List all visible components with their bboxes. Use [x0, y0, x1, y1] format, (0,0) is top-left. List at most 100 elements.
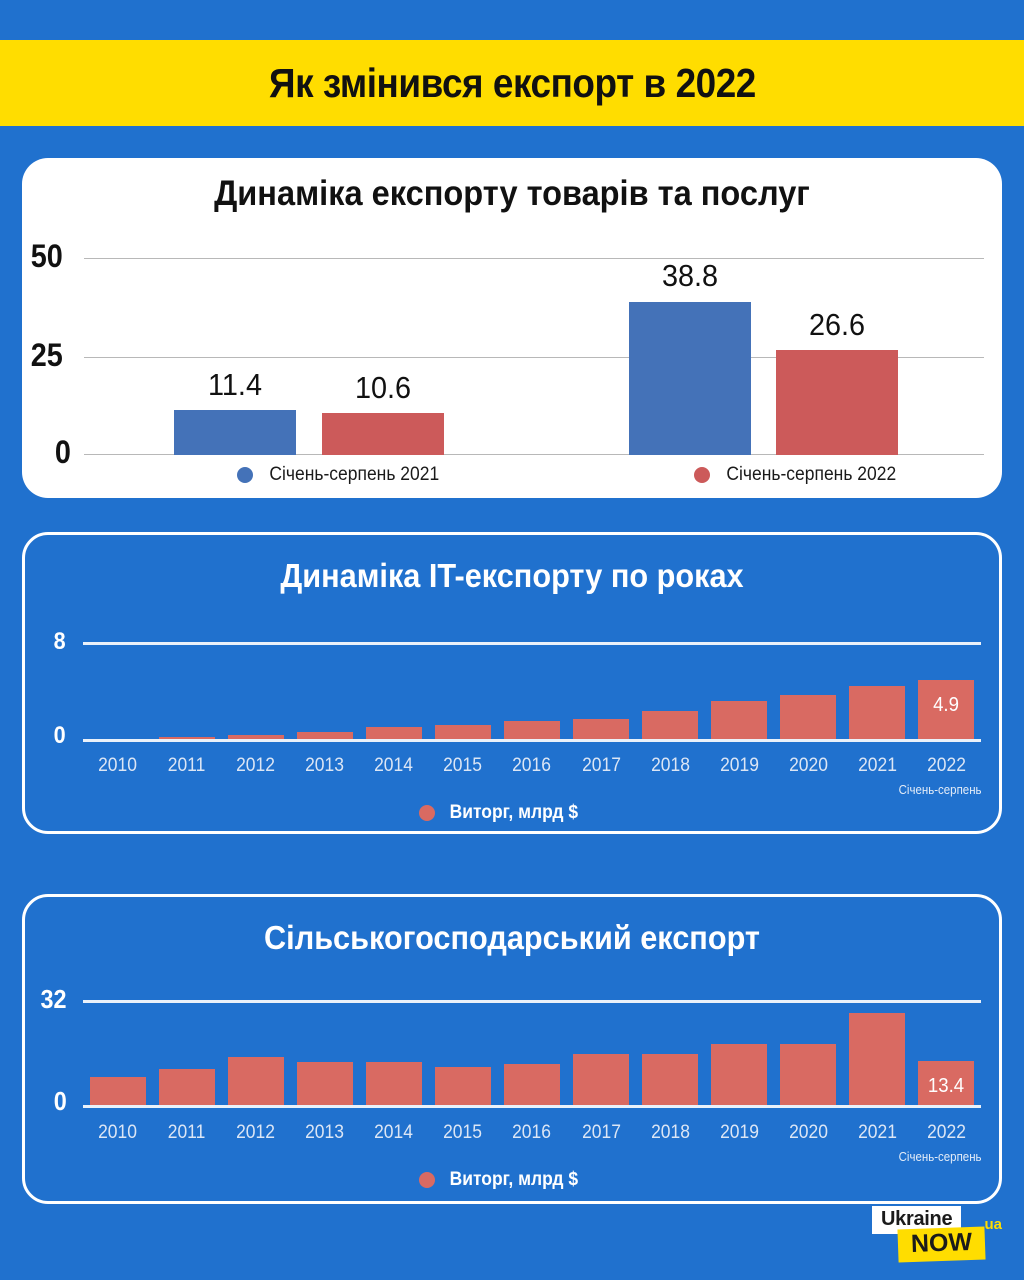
- ytick-32: 32: [40, 984, 67, 1014]
- legend-swatch-revenue-icon: [419, 1172, 435, 1188]
- bar-2020: [780, 695, 837, 739]
- bar-value-10-6: 10.6: [354, 370, 412, 405]
- xlabel-2012: 2012: [236, 1122, 276, 1143]
- xlabel-2010: 2010: [98, 755, 137, 776]
- chart-title-1: Динаміка експорту товарів та послуг: [214, 174, 810, 213]
- axis-baseline: [83, 739, 981, 742]
- bar-2013: [296, 1062, 353, 1105]
- bar-2014: [365, 1062, 422, 1105]
- xlabel-2019: 2019: [719, 755, 759, 776]
- bar-2011: [158, 737, 215, 739]
- bar-goods-2022: [776, 350, 898, 455]
- bar-2018: [642, 1054, 699, 1105]
- chart-title-2: Динаміка IT-експорту по роках: [280, 557, 744, 594]
- x-axis-labels-3: 2010 2011 2012 2013 2014 2015 2016 2017 …: [83, 1122, 981, 1144]
- xlabel-2022: 2022: [927, 755, 966, 776]
- bar-goods-2021: [629, 302, 751, 455]
- legend-item-2021[interactable]: Січень-серпень 2021: [237, 464, 447, 486]
- xlabel-2011: 2011: [167, 1122, 206, 1143]
- legend-label-revenue-2: Виторг, млрд $: [449, 802, 579, 823]
- legend-swatch-red-icon: [694, 467, 710, 483]
- xlabel-2018: 2018: [650, 1122, 690, 1143]
- xlabel-2021: 2021: [857, 755, 897, 776]
- bar-2017: [573, 719, 630, 739]
- axis-baseline: [84, 454, 984, 455]
- xlabel-2013: 2013: [305, 755, 345, 776]
- xlabel-2014: 2014: [374, 1122, 414, 1143]
- xlabel-2015: 2015: [443, 1122, 483, 1143]
- bar-value-38-8: 38.8: [661, 258, 719, 293]
- xlabel-2012: 2012: [236, 755, 276, 776]
- bar-value-26-6: 26.6: [808, 307, 866, 342]
- bar-2014: [365, 727, 422, 739]
- xlabel-2018: 2018: [650, 755, 690, 776]
- bar-2018: [642, 711, 699, 739]
- bar-2013: [296, 732, 353, 739]
- ytick-0: 0: [53, 1086, 67, 1116]
- bar-2022: [918, 1061, 975, 1105]
- ytick-8: 8: [53, 628, 66, 655]
- bar-value-last: 13.4: [928, 1075, 965, 1098]
- legend-item-2022[interactable]: Січень-серпень 2022: [694, 464, 904, 486]
- bar-services-2021: [174, 410, 296, 455]
- bar-2016: [504, 720, 560, 739]
- bar-2012: [227, 1057, 284, 1105]
- chart-title-3: Сільськогосподарський експорт: [264, 919, 760, 956]
- xlabel-2016: 2016: [512, 755, 552, 776]
- bar-2017: [573, 1054, 630, 1105]
- xlabel-2020: 2020: [788, 755, 828, 776]
- legend-swatch-blue-icon: [237, 467, 253, 483]
- xlabel-2020: 2020: [788, 1122, 828, 1143]
- gridline-50: [84, 258, 984, 259]
- xlabel-2011: 2011: [167, 755, 206, 776]
- gridline-25: [84, 357, 984, 358]
- bar-2010: [89, 1077, 146, 1105]
- ytick-50: 50: [30, 238, 63, 274]
- ukraine-now-logo: Ukraine NOW ua: [850, 1204, 1002, 1263]
- bar-2012: [227, 735, 284, 739]
- bar-2022: [918, 679, 975, 739]
- xlabel-2013: 2013: [305, 1122, 345, 1143]
- xlabel-2019: 2019: [719, 1122, 759, 1143]
- legend-swatch-revenue-icon: [419, 805, 435, 821]
- xlabel-2016: 2016: [512, 1122, 552, 1143]
- gridline-32: [83, 1000, 981, 1003]
- chart-card-agri-export: Сільськогосподарський експорт 32 0 13.4 …: [22, 894, 1002, 1204]
- bar-2019: [711, 1044, 768, 1105]
- bar-services-2022: [322, 413, 444, 455]
- ytick-0: 0: [54, 434, 71, 470]
- bar-2015: [434, 1067, 491, 1105]
- chart-plot-1: 50 25 0 11.4 10.6 38.8 26.6: [31, 238, 984, 470]
- header-banner: Як змінився експорт в 2022: [0, 40, 1024, 126]
- legend-label-revenue-3: Виторг, млрд $: [449, 1169, 579, 1190]
- chart-card-it-export: Динаміка IT-експорту по роках 8 0 4.9 20…: [22, 532, 1002, 834]
- chart-plot-2: 8 0 4.9: [54, 628, 981, 749]
- legend-item-revenue-2[interactable]: Виторг, млрд $: [419, 802, 584, 824]
- xlabel-2017: 2017: [581, 1122, 621, 1143]
- bar-2021: [849, 685, 906, 739]
- xlabel-2022: 2022: [927, 1122, 966, 1143]
- ytick-0: 0: [53, 722, 66, 749]
- bar-2020: [780, 1044, 837, 1105]
- gridline-8: [83, 642, 981, 645]
- legend-label-2021: Січень-серпень 2021: [269, 464, 440, 485]
- bar-2011: [158, 1068, 215, 1105]
- xlabel-2017: 2017: [581, 755, 621, 776]
- bar-2016: [504, 1063, 560, 1105]
- page-title: Як змінився експорт в 2022: [268, 59, 756, 106]
- xlabel-2014: 2014: [374, 755, 414, 776]
- legend-label-2022: Січень-серпень 2022: [726, 464, 897, 485]
- bar-2019: [711, 701, 768, 739]
- bar-2015: [434, 725, 491, 739]
- logo-ua-text: ua: [984, 1216, 1002, 1233]
- legend-item-revenue-3[interactable]: Виторг, млрд $: [419, 1169, 584, 1191]
- chart-card-export-dynamics: Динаміка експорту товарів та послуг 50 2…: [22, 158, 1002, 498]
- x-axis-labels-2: 2010 2011 2012 2013 2014 2015 2016 2017 …: [83, 755, 981, 777]
- xlabel-2010: 2010: [98, 1122, 137, 1143]
- logo-now-text: NOW: [897, 1226, 986, 1263]
- xlabel-2015: 2015: [443, 755, 483, 776]
- footnote-3: Січень-серпень: [898, 1150, 982, 1164]
- bar-value-last: 4.9: [933, 693, 960, 716]
- axis-baseline: [83, 1105, 981, 1108]
- ytick-25: 25: [30, 337, 63, 373]
